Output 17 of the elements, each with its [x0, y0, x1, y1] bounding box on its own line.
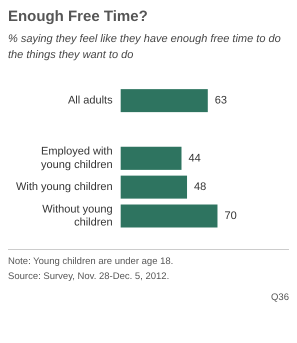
bar: [120, 176, 188, 199]
data-label: 48: [194, 181, 206, 194]
text: Q36: [270, 291, 289, 305]
y-tick-label: Employed with young children: [41, 146, 113, 171]
data-label: 44: [188, 152, 201, 164]
source-note: Source: Survey, Nov. 28-Dec. 5, 2012.: [8, 270, 170, 284]
chart-title: Enough Free Time?: [8, 8, 149, 25]
data-label: 63: [214, 94, 228, 107]
y-tick-label: All adults: [68, 94, 114, 107]
bar: [120, 204, 218, 228]
chart-subtitle: % saying they feel like they have enough free time to do the things they want to do: [8, 32, 282, 63]
y-tick-label: Without young children: [42, 203, 113, 229]
bar: [120, 146, 182, 170]
y-tick-label: With young children: [16, 181, 113, 194]
data-label: 70: [224, 210, 237, 222]
text: Note: Young children are under age 18.: [8, 255, 174, 269]
bar: [120, 89, 208, 112]
